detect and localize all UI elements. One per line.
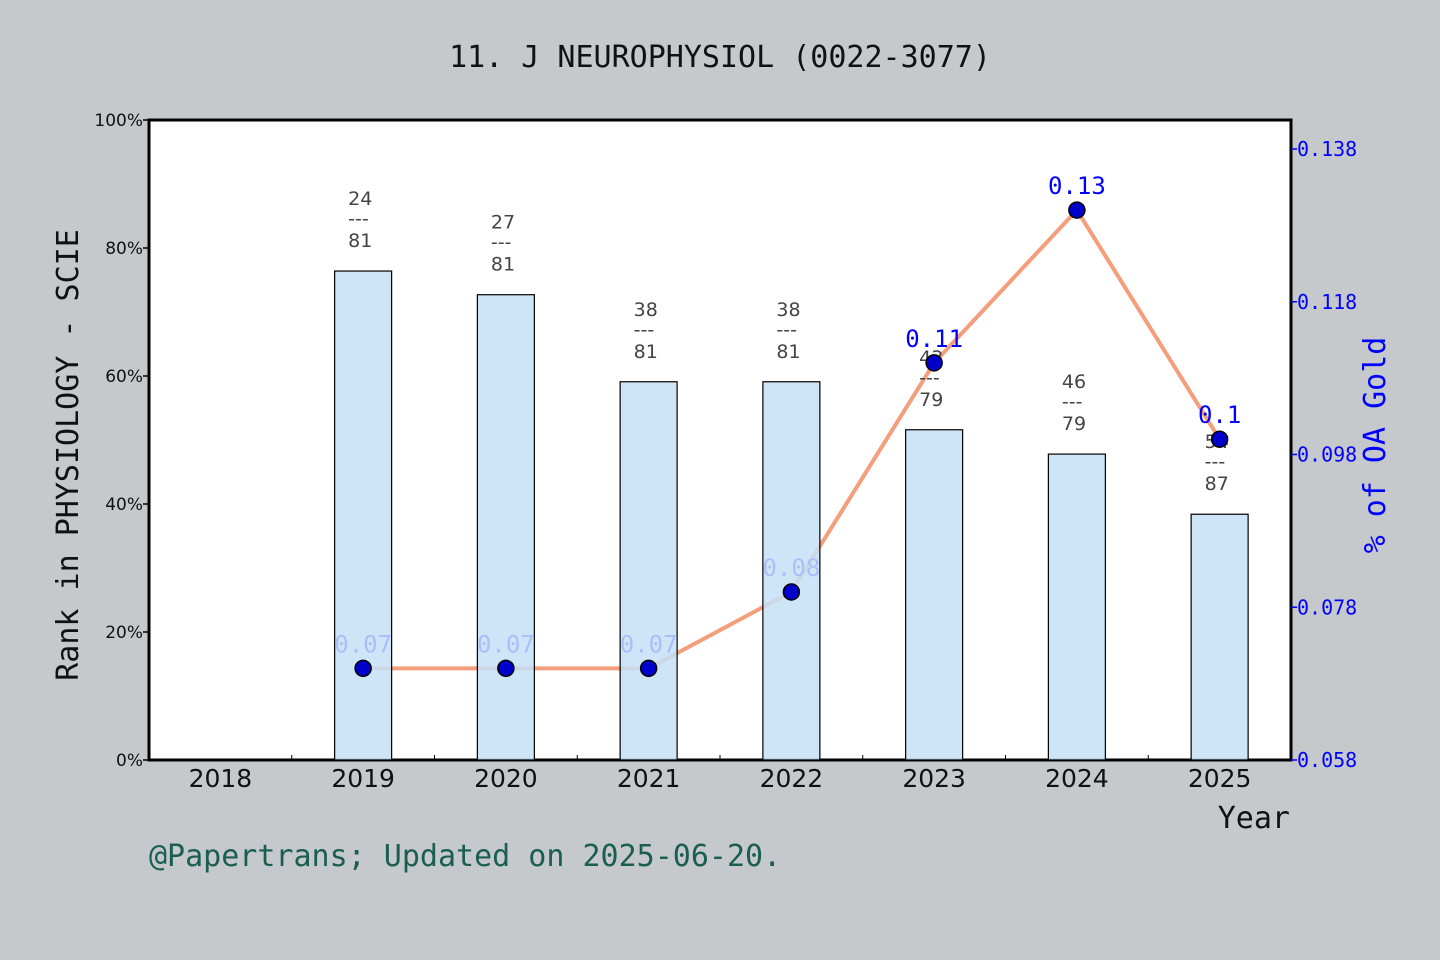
x-tick-label: 2025	[1188, 764, 1252, 793]
y2-axis-label: % of OA Gold	[1358, 337, 1393, 554]
x-axis-label: Year	[1218, 801, 1290, 836]
rank-separator: ---	[1205, 451, 1226, 473]
x-tick-label: 2022	[760, 764, 824, 793]
x-tick-label: 2018	[189, 764, 253, 793]
rank-separator: ---	[1062, 391, 1083, 413]
rank-bar	[1047, 453, 1106, 761]
y2-tick-label: 0.118	[1297, 290, 1357, 314]
rank-separator: ---	[776, 319, 797, 341]
rank-numerator: 46	[1062, 371, 1086, 393]
rank-total: 81	[776, 341, 800, 363]
rank-total: 79	[919, 389, 943, 411]
rank-bar	[762, 381, 821, 761]
oa-value-label: 0.13	[1048, 172, 1106, 200]
rank-total: 81	[491, 254, 515, 276]
oa-gold-point	[1068, 201, 1086, 219]
oa-gold-point	[1210, 430, 1229, 448]
rank-separator: ---	[491, 232, 512, 254]
y-tick-label: 0%	[116, 751, 143, 771]
rank-numerator: 38	[634, 299, 658, 321]
rank-bar	[1190, 513, 1249, 761]
x-tick-label: 2023	[902, 764, 966, 793]
x-tick-label: 2020	[474, 764, 538, 793]
oa-gold-point	[925, 354, 943, 372]
oa-gold-point	[354, 659, 372, 678]
footer-note: @Papertrans; Updated on 2025-06-20.	[149, 839, 781, 874]
rank-bar	[334, 270, 393, 761]
rank-separator: ---	[634, 319, 655, 341]
y-tick-label: 80%	[105, 239, 143, 259]
y-axis-label: Rank in PHYSIOLOGY - SCIE	[51, 229, 86, 681]
oa-gold-point	[497, 659, 515, 678]
y-tick-label: 40%	[105, 495, 143, 515]
rank-total: 81	[634, 341, 658, 363]
y-tick-label: 20%	[105, 623, 143, 643]
oa-gold-point	[782, 583, 801, 601]
y2-tick-label: 0.078	[1297, 595, 1357, 619]
oa-value-label: 0.1	[1198, 401, 1241, 429]
y-tick-label: 60%	[105, 367, 143, 387]
chart-title: 11. J NEUROPHYSIOL (0022-3077)	[449, 40, 991, 75]
rank-bar	[905, 429, 964, 761]
y2-tick-label: 0.058	[1297, 748, 1357, 772]
rank-total: 87	[1205, 473, 1229, 495]
rank-bar	[619, 381, 678, 761]
rank-bar	[476, 294, 535, 761]
rank-separator: ---	[348, 208, 369, 230]
rank-total: 79	[1062, 413, 1086, 435]
rank-separator: ---	[919, 367, 940, 389]
x-tick-label: 2021	[617, 764, 681, 793]
x-tick-label: 2019	[331, 764, 395, 793]
rank-numerator: 27	[491, 212, 515, 234]
x-tick-label: 2024	[1045, 764, 1109, 793]
rank-total: 81	[348, 230, 372, 252]
plot-area	[147, 118, 1293, 762]
oa-gold-point	[639, 659, 658, 678]
rank-numerator: 38	[776, 299, 800, 321]
rank-numerator: 24	[348, 188, 372, 210]
y2-tick-label: 0.138	[1297, 137, 1357, 161]
oa-value-label: 0.11	[905, 325, 963, 353]
y-tick-label: 100%	[94, 111, 143, 131]
y2-tick-label: 0.098	[1297, 443, 1357, 467]
